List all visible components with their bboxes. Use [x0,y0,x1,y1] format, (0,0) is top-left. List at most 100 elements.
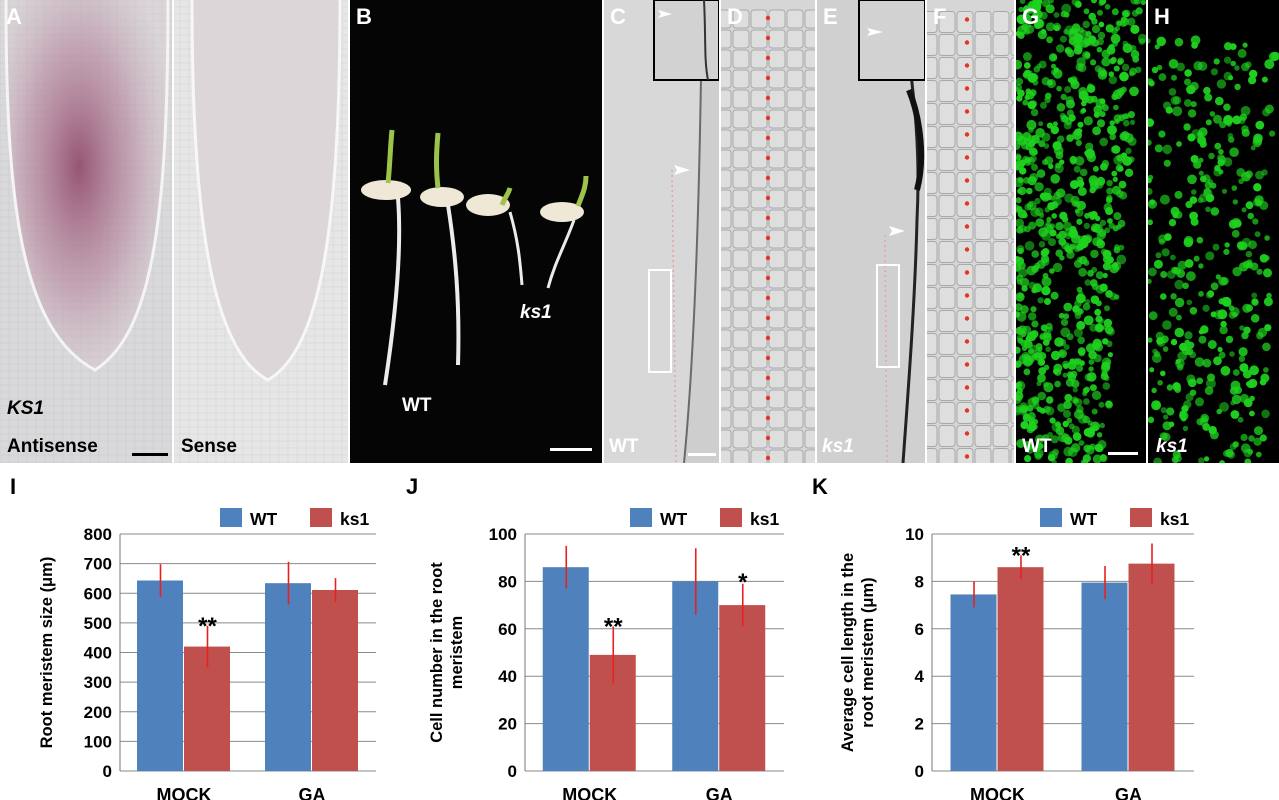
gfp-nucleus [1252,218,1259,225]
cell-marker [964,86,970,91]
gfp-nucleus [1036,169,1046,178]
gfp-nucleus [1028,126,1034,133]
gfp-nucleus [1032,418,1039,425]
gfp-nucleus [1264,235,1270,241]
x-tick-label: GA [706,785,733,800]
gfp-nucleus [1016,188,1023,194]
cell [804,449,815,463]
cell [804,429,815,449]
gfp-nucleus [1152,353,1162,364]
gfp-nucleus [1213,58,1220,65]
cell [1010,57,1014,79]
gfp-nucleus [1151,66,1159,74]
gfp-nucleus [1080,39,1090,48]
gfp-nucleus [1215,96,1224,106]
gfp-nucleus [1213,114,1222,124]
gfp-nucleus [1135,7,1143,15]
gfp-nucleus [1204,93,1213,102]
cell [786,389,804,409]
gfp-nucleus [1074,156,1085,166]
gfp-nucleus [1149,199,1155,205]
gfp-nucleus [1016,383,1020,390]
cell-marker [964,316,970,321]
cell [768,149,786,169]
legend-label: ks1 [340,509,369,529]
gfp-nucleus [1084,299,1091,305]
cell [768,449,786,463]
gfp-nucleus [1053,145,1064,156]
gfp-nucleus [1078,267,1087,277]
gfp-nucleus [1176,314,1182,321]
gfp-nucleus [1054,337,1064,347]
gfp-nucleus [1111,8,1119,16]
cell [732,189,750,209]
cell [974,264,992,286]
gfp-nucleus [1170,206,1180,216]
cell [992,333,1010,355]
gfp-nucleus [1096,238,1104,246]
gfp-nucleus [1196,236,1204,244]
gfp-nucleus [1083,222,1090,230]
y-tick-label: 0 [508,762,517,781]
gfp-nucleus [1063,409,1071,418]
cell [956,241,974,263]
gfp-nucleus [1184,69,1192,77]
gfp-nucleus [1111,170,1118,177]
gfp-nucleus [1238,116,1246,125]
gfp-nucleus [1058,312,1065,319]
gfp-nucleus [1195,397,1204,407]
cell [1010,310,1014,332]
cell [956,402,974,424]
gfp-nucleus [1052,262,1063,273]
gfp-nucleus [1176,141,1182,147]
panel-c-image [604,0,719,463]
gfp-nucleus [1224,56,1232,64]
gfp-nucleus [1205,251,1215,261]
bar-ks1-mock [997,567,1044,771]
cell [768,409,786,429]
gfp-nucleus [1221,188,1228,194]
gfp-nucleus [1108,71,1115,77]
gfp-nucleus [1063,446,1074,457]
gfp-nucleus [1104,4,1111,10]
gene-label: KS1 [7,398,44,419]
cell [750,229,768,249]
cell [956,80,974,102]
gfp-nucleus [1016,362,1021,369]
y-tick-label: 0 [103,762,112,781]
gfp-nucleus [1091,223,1100,233]
cell [732,149,750,169]
gfp-nucleus [1186,271,1196,282]
gfp-nucleus [1110,145,1119,154]
gfp-nucleus [1063,29,1069,35]
cell [732,389,750,409]
gfp-nucleus [1101,104,1109,112]
gfp-nucleus [1156,36,1166,47]
gfp-nucleus [1024,455,1032,463]
cell [768,369,786,389]
cell [992,34,1010,56]
gfp-nucleus [1018,6,1024,13]
gfp-nucleus [1140,0,1146,6]
gfp-nucleus [1245,61,1252,68]
gfp-nucleus [1029,330,1036,337]
gfp-nucleus [1063,313,1070,320]
cell [786,249,804,269]
cell [974,218,992,240]
cell [786,369,804,389]
gfp-nucleus [1132,55,1140,63]
cell-marker [765,215,771,221]
cell [992,287,1010,309]
cell [750,69,768,89]
legend-swatch [310,508,332,527]
cell [938,126,956,148]
cell [768,169,786,189]
gfp-nucleus [1022,356,1033,367]
gfp-nucleus [1044,207,1050,213]
gfp-nucleus [1219,402,1229,412]
cell [992,241,1010,263]
gfp-nucleus [1247,212,1254,220]
panel-e: E ks1 [817,0,925,463]
gfp-nucleus [1224,242,1230,248]
gfp-nucleus [1091,266,1098,273]
